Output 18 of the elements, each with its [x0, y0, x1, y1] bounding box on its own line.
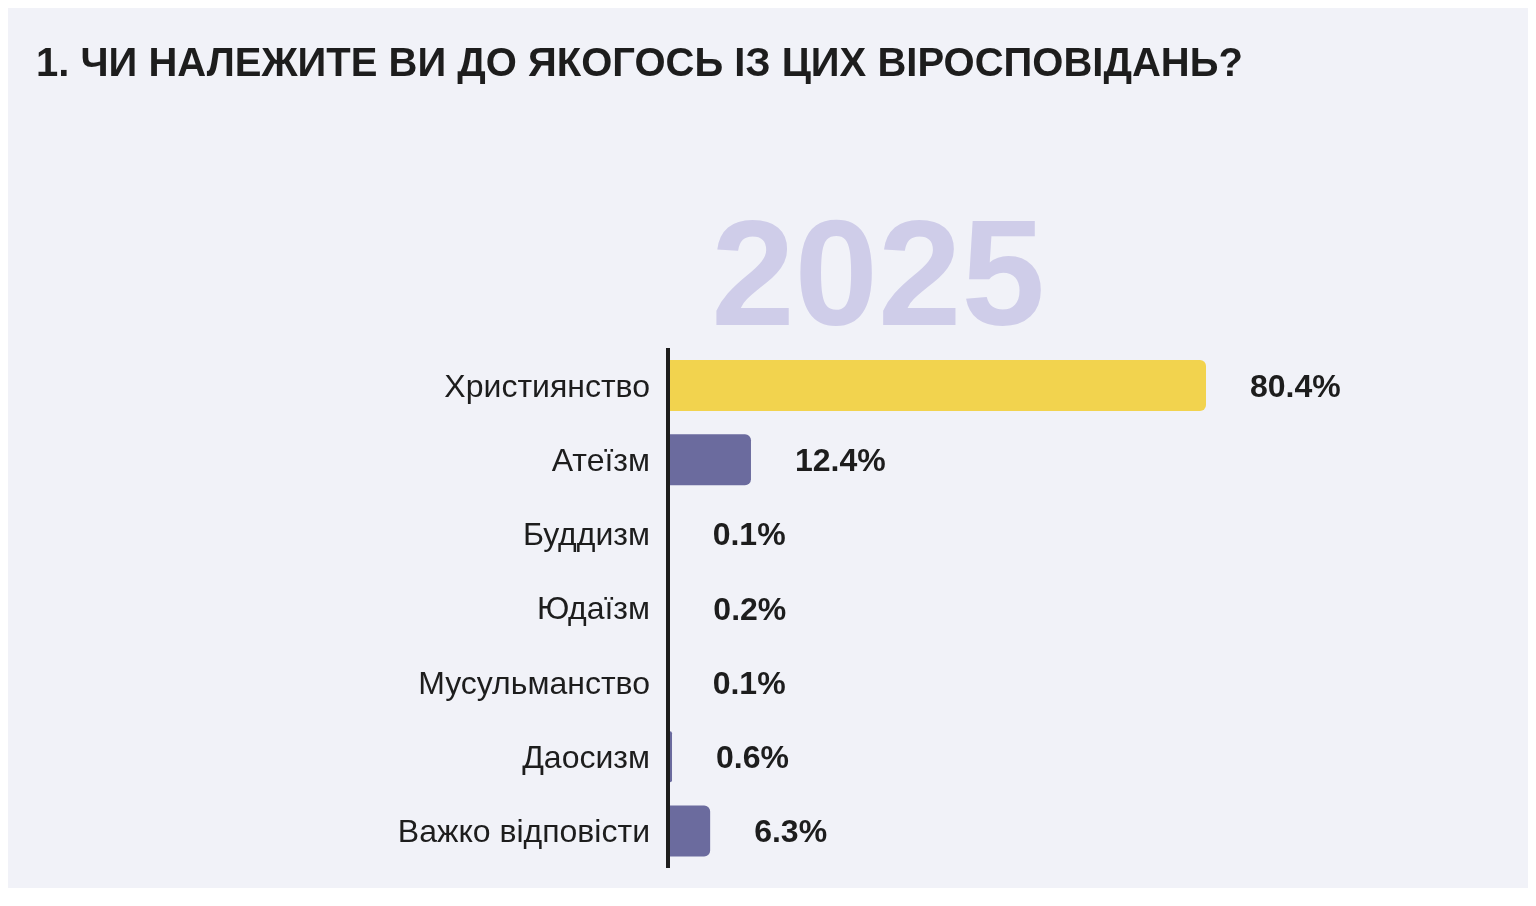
- chart-title: 1. ЧИ НАЛЕЖИТЕ ВИ ДО ЯКОГОСЬ ІЗ ЦИХ ВІРОСПОВІДАНЬ?: [36, 40, 1243, 85]
- y-tick-label: Юдаїзм: [537, 590, 650, 627]
- data-label: 12.4%: [794, 442, 886, 479]
- bar: [668, 434, 751, 486]
- y-tick-label: Буддизм: [522, 516, 650, 553]
- data-label: 0.1%: [712, 516, 786, 553]
- data-label: 0.2%: [713, 590, 787, 627]
- data-label: 0.6%: [716, 739, 789, 776]
- y-tick-label: Атеїзм: [551, 441, 650, 478]
- bar: [668, 805, 711, 857]
- y-tick-label: Мусульманство: [418, 664, 650, 701]
- y-tick-label: Християнство: [444, 367, 650, 404]
- y-tick-label: Даосизм: [522, 738, 650, 775]
- data-label: 80.4%: [1250, 367, 1341, 404]
- data-label: 6.3%: [754, 813, 828, 850]
- bar: [668, 359, 1206, 411]
- data-label: 0.1%: [712, 664, 786, 701]
- y-tick-label: Важко відповісти: [397, 813, 650, 850]
